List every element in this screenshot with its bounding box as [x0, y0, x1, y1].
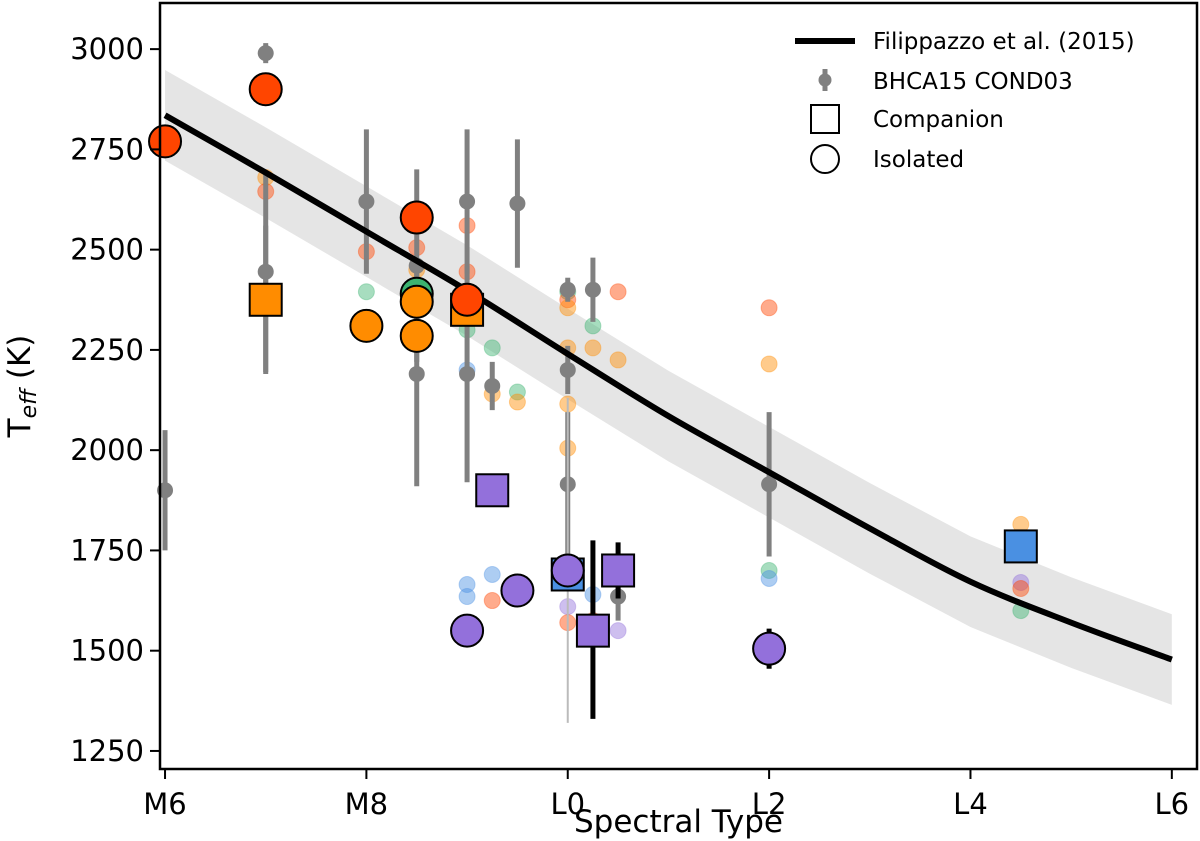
y-tick-label: 2500: [70, 233, 144, 267]
fit-line: [163, 112, 1173, 663]
faint-point: [458, 576, 476, 594]
y-tick-label: 1750: [70, 533, 144, 567]
faint-point: [760, 355, 778, 373]
y-axis-label: Teff (K): [2, 335, 42, 439]
y-axis-label-unit: (K): [2, 335, 38, 389]
isolated-marker: [349, 308, 384, 343]
bhca15-point: [484, 378, 501, 394]
x-tick-label: L2: [752, 787, 787, 821]
companion-marker: [575, 613, 610, 648]
bhca15-point: [559, 281, 576, 298]
y-tick-label: 1250: [70, 734, 144, 768]
faint-point: [584, 339, 602, 357]
y-axis-label-subscript: eff: [17, 387, 42, 419]
plot-frame: [158, 1, 1199, 771]
faint-point: [760, 299, 778, 317]
y-tick-label: 2750: [70, 132, 144, 166]
x-axis-label: Spectral Type: [574, 804, 783, 840]
x-tick-label: L4: [953, 787, 988, 821]
legend-bhca-label: BHCA15 COND03: [873, 69, 1073, 95]
companion-marker: [1003, 529, 1038, 564]
bhca15-point: [761, 476, 778, 493]
companion-marker: [248, 282, 283, 317]
x-tick-label: M6: [143, 787, 186, 821]
isolated-marker: [550, 553, 585, 588]
isolated-marker: [450, 282, 485, 317]
faint-point: [458, 588, 476, 606]
companion-marker: [601, 553, 636, 588]
faint-points-layer: [257, 168, 1030, 640]
bhca15-point: [358, 193, 375, 210]
x-tick-label: L6: [1155, 787, 1190, 821]
legend-bhca-marker: [818, 73, 832, 87]
legend: Filippazzo et al. (2015) BHCA15 COND03 C…: [795, 29, 1135, 174]
faint-point: [760, 570, 778, 588]
bhca15-point: [408, 365, 425, 382]
bhca15-point: [509, 195, 526, 212]
legend-fit-label: Filippazzo et al. (2015): [873, 29, 1135, 55]
bhca15-point: [459, 365, 476, 382]
x-tick-label: L0: [550, 787, 585, 821]
faint-point: [760, 561, 778, 579]
x-tick-label: M8: [345, 787, 388, 821]
bhca15-point: [257, 45, 274, 62]
bhca15-point: [459, 193, 476, 210]
isolated-marker: [752, 631, 787, 666]
faint-point: [1012, 580, 1030, 598]
legend-isolated-label: Isolated: [873, 147, 964, 173]
isolated-marker: [399, 200, 434, 235]
isolated-marker: [399, 318, 434, 353]
faint-point: [508, 393, 526, 411]
ticks-layer: M6 M8 L0 L2 L4 L6 1250 1500 1750 2000 2250 2500 2750…: [70, 32, 1189, 821]
y-tick-label: 1500: [70, 634, 144, 668]
isolated-marker: [148, 124, 183, 159]
faint-point: [609, 283, 627, 301]
faint-point: [508, 383, 526, 401]
legend-companion-label: Companion: [873, 107, 1004, 133]
isolated-marker: [248, 72, 283, 107]
companion-marker: [475, 473, 510, 508]
markers-layer: [148, 72, 1038, 723]
faint-point: [357, 283, 375, 301]
faint-point: [1012, 574, 1030, 592]
isolated-marker: [450, 613, 485, 648]
faint-point: [609, 351, 627, 369]
legend-companion-marker: [810, 104, 840, 134]
fit-line-layer: [163, 112, 1173, 663]
legend-isolated-marker: [810, 144, 840, 174]
bhca15-point: [584, 281, 601, 298]
y-tick-label: 2000: [70, 433, 144, 467]
faint-point: [559, 299, 577, 317]
isolated-marker: [399, 284, 434, 319]
isolated-marker: [500, 573, 535, 608]
faint-point: [483, 339, 501, 357]
faint-point: [483, 565, 501, 583]
faint-point: [609, 622, 627, 640]
y-tick-label: 3000: [70, 32, 144, 66]
y-tick-label: 2250: [70, 333, 144, 367]
y-axis-label-main: T: [2, 417, 38, 438]
bhca15-point: [559, 361, 576, 378]
faint-point: [483, 592, 501, 610]
